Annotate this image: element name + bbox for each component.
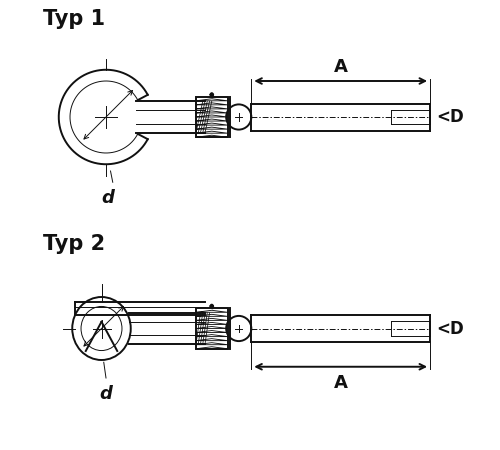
Text: A: A (334, 374, 347, 392)
Text: <D: <D (437, 108, 464, 126)
Text: Typ 1: Typ 1 (43, 9, 105, 29)
Text: A: A (334, 58, 347, 76)
Bar (196, 308, 228, 349)
Text: <D: <D (437, 320, 464, 338)
Bar (196, 97, 228, 137)
Text: Typ 2: Typ 2 (43, 234, 105, 254)
Text: d: d (102, 189, 115, 207)
Text: d: d (100, 385, 112, 403)
